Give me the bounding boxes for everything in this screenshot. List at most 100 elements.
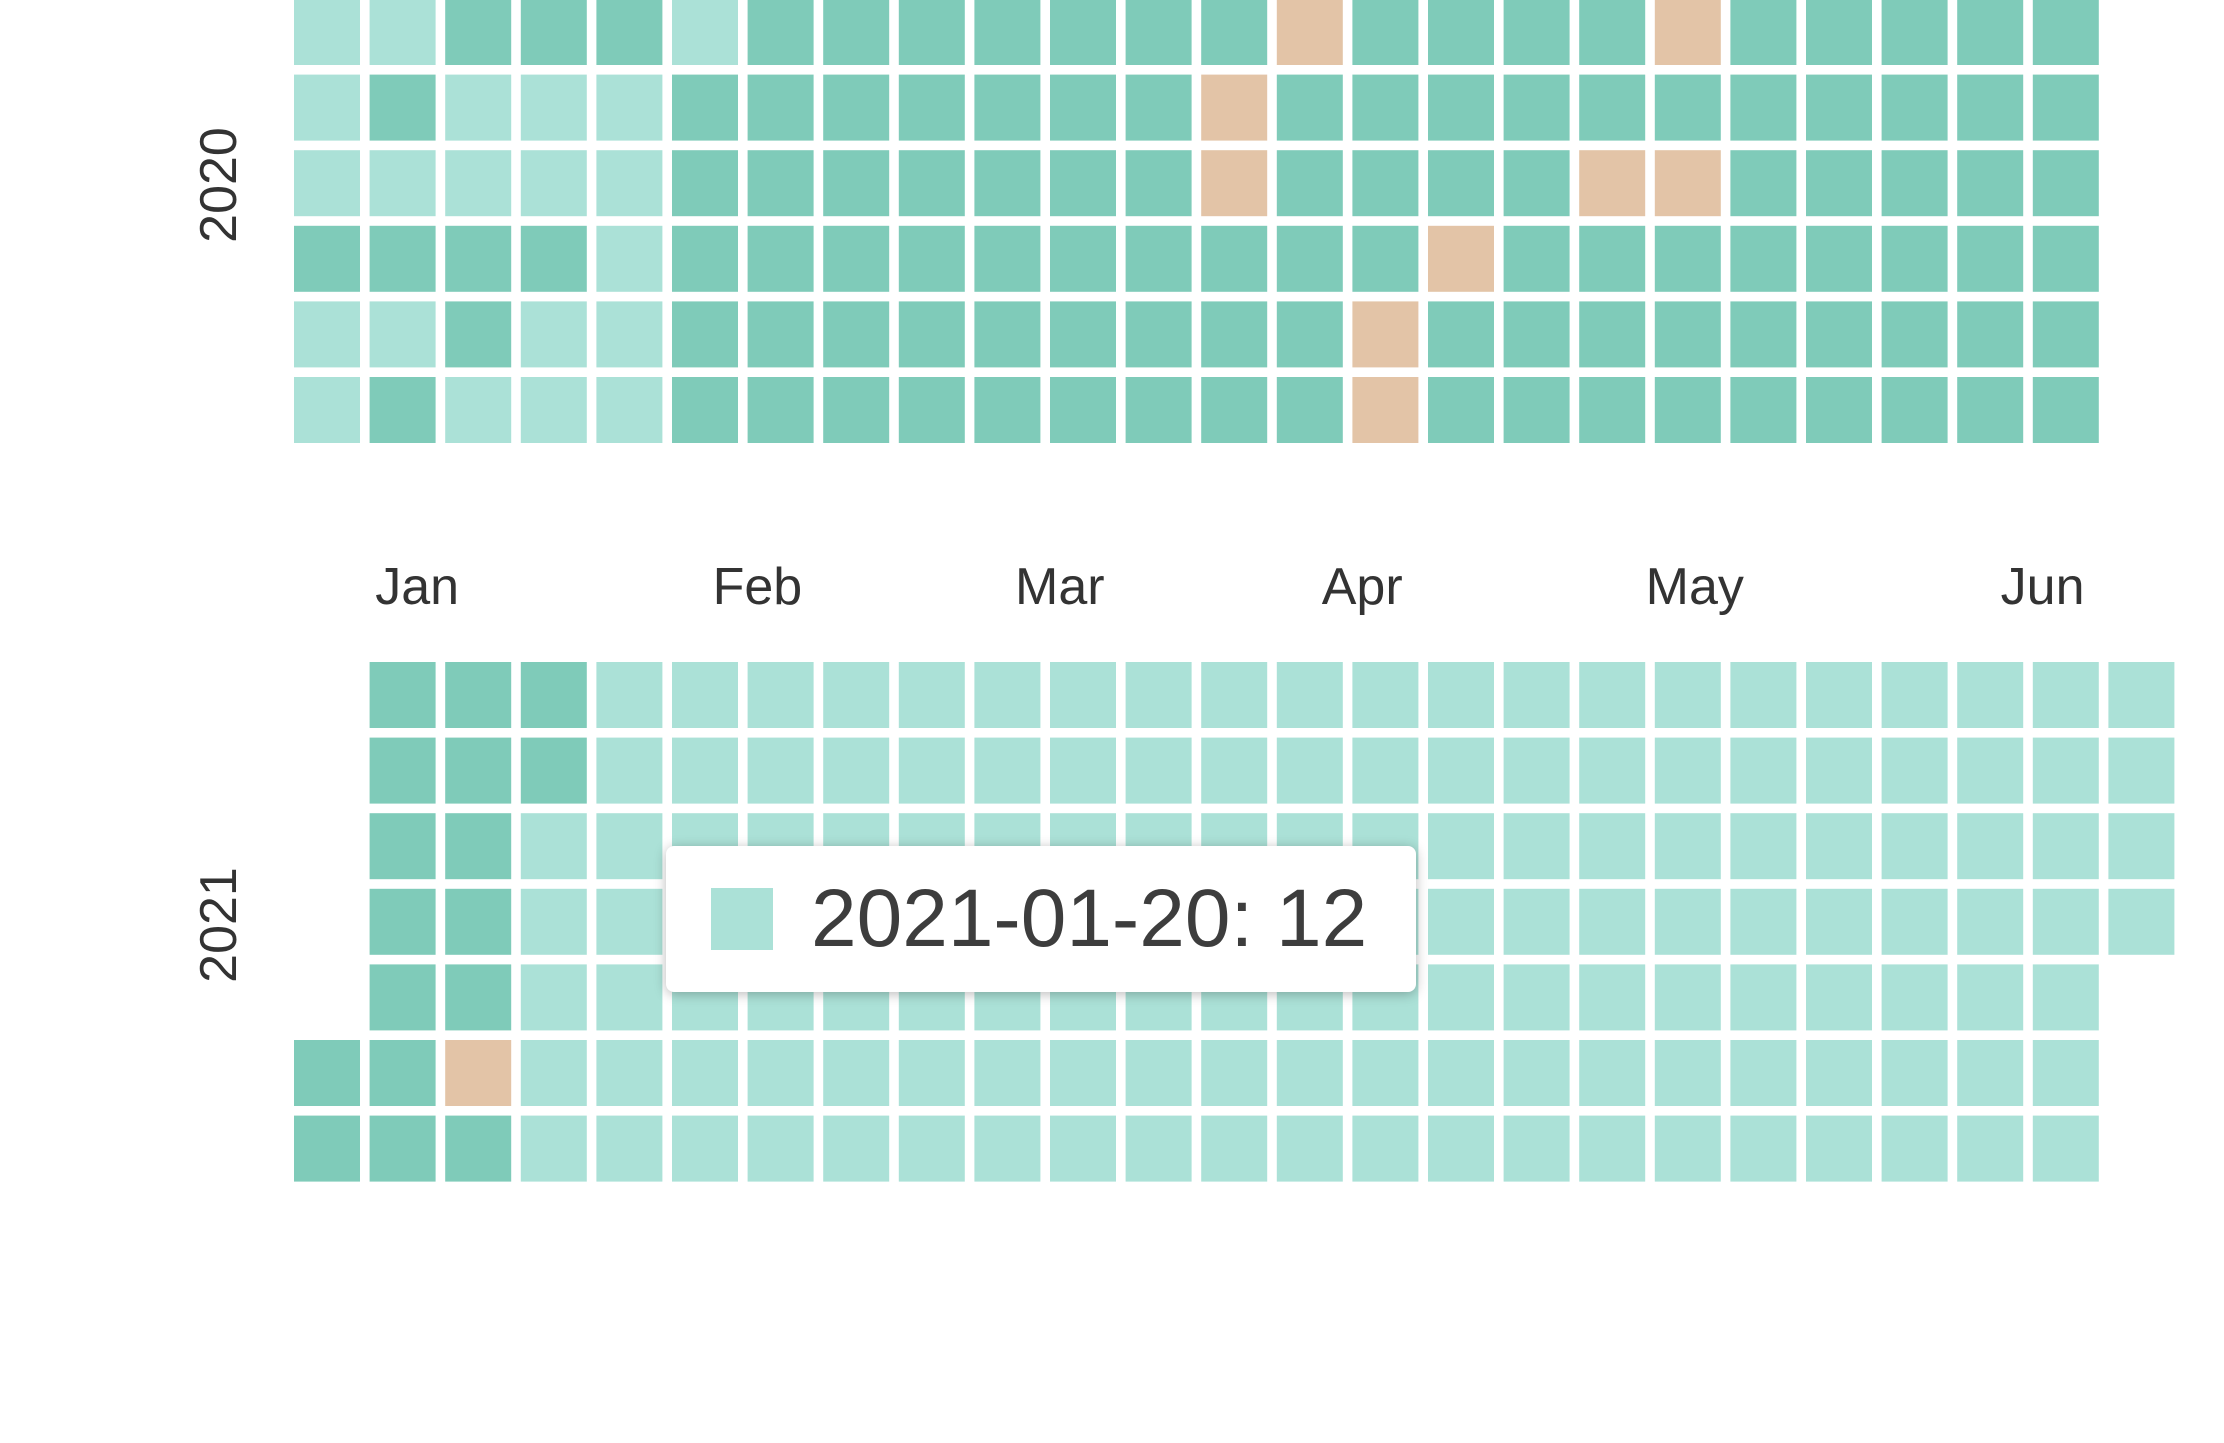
heatmap-cell-2021-140[interactable] xyxy=(1806,1040,1872,1106)
heatmap-cell-2020-138[interactable] xyxy=(1730,377,1797,443)
heatmap-cell-2021-156[interactable] xyxy=(2032,662,2099,728)
heatmap-cell-2020-136[interactable] xyxy=(1730,225,1797,292)
heatmap-cell-2021-84[interactable] xyxy=(1201,1040,1268,1106)
heatmap-cell-2021-77[interactable] xyxy=(1125,1040,1192,1106)
heatmap-cell-2020-5[interactable] xyxy=(294,377,360,443)
heatmap-cell-2021-42[interactable] xyxy=(747,1040,814,1106)
heatmap-cell-2021-36[interactable] xyxy=(672,1115,738,1182)
heatmap-cell-2020-126[interactable] xyxy=(1654,0,1721,65)
heatmap-cell-2020-64[interactable] xyxy=(974,74,1041,141)
heatmap-cell-2021-109[interactable] xyxy=(1503,813,1570,880)
heatmap-cell-2020-3[interactable] xyxy=(294,225,360,292)
heatmap-cell-2020-12[interactable] xyxy=(369,377,436,443)
heatmap-cell-2020-155[interactable] xyxy=(1957,74,2024,141)
heatmap-cell-2021-17[interactable] xyxy=(520,737,587,804)
heatmap-cell-2021-58[interactable] xyxy=(974,662,1041,728)
heatmap-cell-2020-89[interactable] xyxy=(1201,377,1268,443)
heatmap-cell-2021-110[interactable] xyxy=(1503,888,1570,955)
heatmap-cell-2021-2[interactable] xyxy=(369,662,436,728)
heatmap-cell-2021-80[interactable] xyxy=(1201,737,1268,804)
heatmap-cell-2020-105[interactable] xyxy=(1428,0,1494,65)
heatmap-cell-2021-165[interactable] xyxy=(2108,813,2175,880)
heatmap-cell-2021-135[interactable] xyxy=(1806,662,1872,728)
heatmap-cell-2020-94[interactable] xyxy=(1276,225,1343,292)
heatmap-cell-2020-110[interactable] xyxy=(1428,377,1494,443)
heatmap-cell-2021-1[interactable] xyxy=(294,1115,360,1182)
heatmap-cell-2020-81[interactable] xyxy=(1125,301,1192,368)
heatmap-cell-2021-9[interactable] xyxy=(445,662,512,728)
heatmap-cell-2020-109[interactable] xyxy=(1428,301,1494,368)
heatmap-cell-2020-162[interactable] xyxy=(2032,74,2099,141)
heatmap-cell-2021-0[interactable] xyxy=(294,1040,360,1106)
heatmap-cell-2020-117[interactable] xyxy=(1503,377,1570,443)
heatmap-cell-2021-49[interactable] xyxy=(823,1040,890,1106)
heatmap-cell-2021-6[interactable] xyxy=(369,964,436,1031)
heatmap-cell-2021-86[interactable] xyxy=(1276,662,1343,728)
heatmap-cell-2020-91[interactable] xyxy=(1276,0,1343,65)
heatmap-cell-2020-99[interactable] xyxy=(1352,74,1419,141)
heatmap-cell-2021-21[interactable] xyxy=(520,1040,587,1106)
heatmap-cell-2021-85[interactable] xyxy=(1201,1115,1268,1182)
heatmap-cell-2020-75[interactable] xyxy=(1050,377,1116,443)
heatmap-cell-2020-11[interactable] xyxy=(369,301,436,368)
heatmap-cell-2020-66[interactable] xyxy=(974,225,1041,292)
heatmap-cell-2020-87[interactable] xyxy=(1201,225,1268,292)
heatmap-cell-2020-133[interactable] xyxy=(1730,0,1797,65)
heatmap-cell-2020-161[interactable] xyxy=(2032,0,2099,65)
heatmap-cell-2020-96[interactable] xyxy=(1276,377,1343,443)
heatmap-cell-2020-47[interactable] xyxy=(747,377,814,443)
heatmap-cell-2021-136[interactable] xyxy=(1806,737,1872,804)
heatmap-cell-2020-63[interactable] xyxy=(974,0,1041,65)
heatmap-cell-2020-25[interactable] xyxy=(520,301,587,368)
heatmap-cell-2021-98[interactable] xyxy=(1352,1040,1419,1106)
heatmap-cell-2020-147[interactable] xyxy=(1881,0,1948,65)
heatmap-cell-2021-25[interactable] xyxy=(596,813,663,880)
heatmap-cell-2020-36[interactable] xyxy=(672,74,738,141)
heatmap-cell-2020-129[interactable] xyxy=(1654,225,1721,292)
heatmap-cell-2020-59[interactable] xyxy=(898,225,965,292)
heatmap-cell-2020-124[interactable] xyxy=(1579,377,1646,443)
heatmap-cell-2021-16[interactable] xyxy=(520,662,587,728)
heatmap-cell-2021-24[interactable] xyxy=(596,737,663,804)
heatmap-cell-2020-39[interactable] xyxy=(672,301,738,368)
heatmap-cell-2020-60[interactable] xyxy=(898,301,965,368)
heatmap-cell-2020-134[interactable] xyxy=(1730,74,1797,141)
heatmap-cell-2020-50[interactable] xyxy=(823,74,890,141)
heatmap-cell-2020-137[interactable] xyxy=(1730,301,1797,368)
heatmap-cell-2021-123[interactable] xyxy=(1654,813,1721,880)
heatmap-cell-2020-52[interactable] xyxy=(823,225,890,292)
heatmap-cell-2021-112[interactable] xyxy=(1503,1040,1570,1106)
heatmap-cell-2020-10[interactable] xyxy=(369,225,436,292)
heatmap-cell-2021-30[interactable] xyxy=(672,662,738,728)
heatmap-cell-2020-15[interactable] xyxy=(445,74,512,141)
heatmap-cell-2020-149[interactable] xyxy=(1881,150,1948,217)
heatmap-cell-2021-100[interactable] xyxy=(1428,662,1494,728)
heatmap-cell-2021-66[interactable] xyxy=(1050,737,1116,804)
heatmap-cell-2020-123[interactable] xyxy=(1579,301,1646,368)
heatmap-cell-2020-88[interactable] xyxy=(1201,301,1268,368)
heatmap-cell-2020-107[interactable] xyxy=(1428,150,1494,217)
heatmap-cell-2020-24[interactable] xyxy=(520,225,587,292)
heatmap-cell-2020-106[interactable] xyxy=(1428,74,1494,141)
heatmap-cell-2020-56[interactable] xyxy=(898,0,965,65)
heatmap-cell-2020-119[interactable] xyxy=(1579,0,1646,65)
heatmap-cell-2021-107[interactable] xyxy=(1503,662,1570,728)
heatmap-cell-2020-61[interactable] xyxy=(898,377,965,443)
heatmap-cell-2021-125[interactable] xyxy=(1654,964,1721,1031)
heatmap-cell-2021-50[interactable] xyxy=(823,1115,890,1182)
heatmap-cell-2021-155[interactable] xyxy=(1957,1115,2024,1182)
heatmap-cell-2020-21[interactable] xyxy=(520,0,587,65)
heatmap-cell-2020-4[interactable] xyxy=(294,301,360,368)
heatmap-cell-2021-59[interactable] xyxy=(974,737,1041,804)
heatmap-cell-2020-26[interactable] xyxy=(520,377,587,443)
heatmap-cell-2020-130[interactable] xyxy=(1654,301,1721,368)
heatmap-cell-2021-153[interactable] xyxy=(1957,964,2024,1031)
heatmap-cell-2020-67[interactable] xyxy=(974,301,1041,368)
heatmap-cell-2020-43[interactable] xyxy=(747,74,814,141)
heatmap-cell-2021-161[interactable] xyxy=(2032,1040,2099,1106)
heatmap-cell-2021-116[interactable] xyxy=(1579,813,1646,880)
heatmap-cell-2021-45[interactable] xyxy=(823,737,890,804)
heatmap-cell-2020-1[interactable] xyxy=(294,74,360,141)
heatmap-cell-2020-156[interactable] xyxy=(1957,150,2024,217)
heatmap-cell-2020-38[interactable] xyxy=(672,225,738,292)
